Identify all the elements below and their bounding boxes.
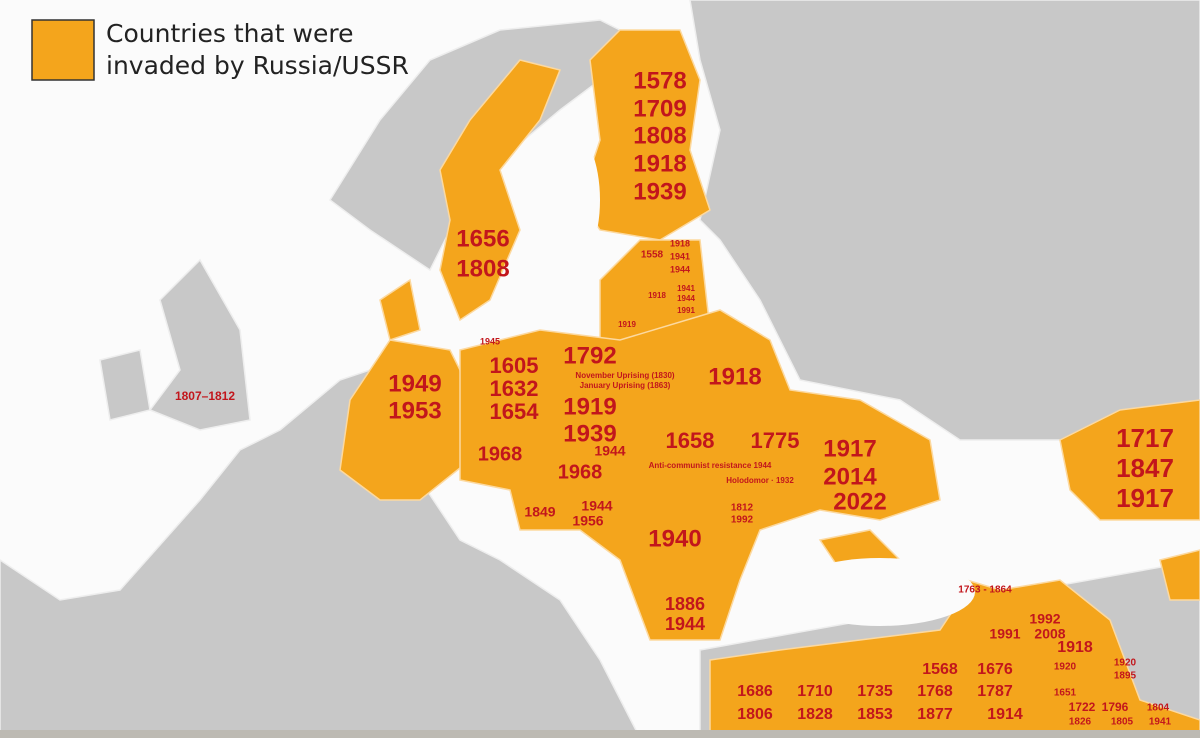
region-label: 2014	[823, 463, 877, 490]
region-label: 1918	[1057, 639, 1093, 656]
invaded-countries	[339, 29, 1200, 738]
ireland	[99, 349, 151, 421]
baltic-sea	[540, 130, 600, 270]
region-label: 1917	[1116, 483, 1174, 513]
region-label: 1717	[1116, 423, 1174, 453]
region-label: 1940	[648, 525, 701, 552]
region-label: 1877	[917, 706, 953, 723]
region-label: 1918	[670, 238, 690, 248]
region-label: 1828	[797, 706, 833, 723]
region-label: 1920	[1114, 658, 1137, 669]
region-label: 1796	[1102, 700, 1129, 714]
region-label: 1605	[490, 353, 539, 378]
region-label: 1806	[737, 706, 773, 723]
region-label: 1944	[670, 264, 690, 274]
eastern-europe	[459, 309, 941, 641]
legend-text: invaded by Russia/USSR	[106, 51, 409, 80]
iran	[1159, 549, 1200, 601]
region-label: 1949	[388, 370, 441, 397]
region-label: 1895	[1114, 671, 1137, 682]
region-label: 1568	[922, 661, 958, 678]
region-label: 1953	[388, 397, 441, 424]
bottom-strip	[0, 730, 1200, 738]
region-label: 1917	[823, 435, 876, 462]
region-label: 1941	[670, 251, 690, 261]
region-label: 1919	[563, 393, 616, 420]
region-label: 1968	[478, 443, 523, 465]
region-label: 1805	[1111, 717, 1134, 728]
region-label: 1918	[708, 363, 761, 390]
region-label: 1968	[558, 461, 603, 483]
region-label: 2022	[833, 488, 886, 515]
region-label: 1651	[1054, 688, 1077, 699]
region-label: 1991	[989, 626, 1020, 642]
region-label: 1710	[797, 683, 833, 700]
region-label: 1944	[581, 498, 612, 514]
region-label: 1676	[977, 661, 1013, 678]
kazakhstan	[1059, 399, 1200, 521]
region-label: 1853	[857, 706, 893, 723]
russia	[689, 0, 1200, 441]
region-label: 1939	[563, 420, 616, 447]
region-label: 1578	[633, 67, 686, 94]
region-label: 1847	[1116, 453, 1174, 483]
region-label: 1709	[633, 95, 686, 122]
region-label: 1654	[490, 399, 540, 424]
region-label: 1992	[1029, 611, 1060, 627]
legend-text: Countries that were	[106, 19, 353, 48]
region-label: 1992	[731, 515, 754, 526]
region-label: 1807–1812	[175, 389, 235, 403]
britain	[148, 258, 251, 431]
region-label: 1558	[641, 250, 664, 261]
region-label: 1792	[563, 342, 616, 369]
region-label: 2008	[1034, 626, 1065, 642]
region-label: November Uprising (1830)	[575, 371, 674, 380]
region-label: Holodomor · 1932	[726, 476, 794, 485]
sweden	[439, 59, 562, 322]
region-label: 1945	[480, 336, 500, 346]
region-label: 1956	[572, 513, 603, 529]
region-label: Anti-communist resistance 1944	[649, 461, 772, 470]
region-label: 1920	[1054, 662, 1077, 673]
region-label: 1914	[987, 706, 1023, 723]
region-label: 1944	[594, 443, 625, 459]
region-label: 1808	[456, 255, 509, 282]
region-label: 1939	[633, 178, 686, 205]
region-label: 1658	[666, 428, 715, 453]
region-label: 1656	[456, 225, 509, 252]
region-label: 1763 - 1864	[958, 585, 1012, 596]
region-label: January Uprising (1863)	[580, 381, 671, 390]
region-label: 1804	[1147, 703, 1170, 714]
region-label: 1918	[648, 291, 666, 300]
region-label: 1944	[677, 294, 695, 303]
region-label: 1735	[857, 683, 893, 700]
region-label: 1941	[1149, 717, 1172, 728]
region-label: 1787	[977, 683, 1013, 700]
region-label: 1944	[665, 614, 705, 634]
region-label: 1849	[524, 504, 555, 520]
region-label: 1991	[677, 306, 695, 315]
region-label: 1826	[1069, 717, 1092, 728]
legend-swatch	[31, 19, 95, 81]
black-sea	[785, 558, 975, 626]
region-label: 1919	[618, 320, 636, 329]
region-label: 1632	[490, 376, 539, 401]
region-label: 1808	[633, 122, 686, 149]
region-label: 1941	[677, 284, 695, 293]
region-label: 1686	[737, 683, 773, 700]
denmark	[379, 278, 421, 341]
region-label: 1812	[731, 503, 754, 514]
region-label: 1886	[665, 594, 705, 614]
region-label: 1918	[633, 150, 686, 177]
region-label: 1768	[917, 683, 953, 700]
region-label: 1775	[751, 428, 800, 453]
region-label: 1722	[1069, 700, 1096, 714]
